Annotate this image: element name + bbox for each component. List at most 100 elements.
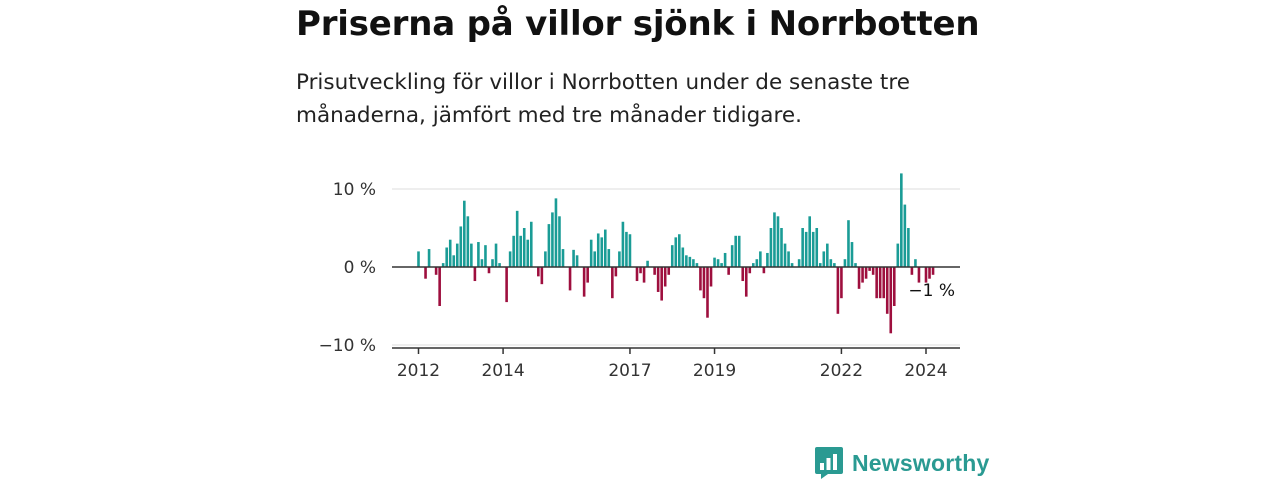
- x-tick-label: 2019: [693, 361, 736, 381]
- bar: [706, 267, 709, 318]
- bar: [678, 234, 681, 267]
- bar: [505, 267, 508, 303]
- bar: [635, 267, 639, 282]
- bar: [480, 259, 484, 267]
- axes: 10 % 0 % −10 % 2012 2014 2017 2019 2022 2024 −1 %: [319, 180, 960, 381]
- bar: [734, 235, 737, 267]
- bar: [554, 198, 558, 267]
- bar: [808, 216, 811, 267]
- bar: [522, 228, 526, 267]
- bar: [685, 255, 688, 267]
- bar: [854, 263, 857, 267]
- bar: [600, 237, 604, 267]
- bar: [737, 235, 741, 267]
- newsworthy-logo-icon: [815, 447, 843, 479]
- y-tick-label: 0 %: [344, 258, 376, 278]
- bar: [537, 267, 540, 277]
- x-tick-label: 2022: [820, 361, 863, 381]
- bar: [544, 251, 547, 267]
- brand-logo[interactable]: Newsworthy: [814, 446, 989, 480]
- bar: [670, 245, 674, 267]
- bar: [477, 242, 480, 267]
- bar: [829, 259, 833, 267]
- brand-name: Newsworthy: [852, 449, 990, 476]
- bar: [473, 267, 477, 282]
- bar: [625, 231, 628, 267]
- bar: [586, 267, 589, 283]
- bar: [759, 251, 762, 267]
- bar: [878, 267, 882, 299]
- y-tick-label: −10 %: [319, 336, 376, 356]
- bar: [487, 267, 491, 274]
- bar-chart: 10 % 0 % −10 % 2012 2014 2017 2019 2022 2024 −1 %: [319, 173, 960, 381]
- bar: [790, 263, 794, 267]
- bar: [508, 251, 512, 267]
- bar: [438, 267, 441, 306]
- bar: [720, 263, 723, 267]
- bar: [723, 252, 727, 267]
- bar: [924, 267, 928, 283]
- bar: [818, 263, 822, 267]
- bar: [780, 228, 783, 267]
- bar: [607, 249, 611, 267]
- bar: [572, 249, 575, 267]
- bar: [811, 231, 815, 267]
- bar: [515, 210, 519, 267]
- bar: [716, 259, 720, 267]
- bar: [702, 267, 706, 299]
- bar: [463, 200, 466, 267]
- bar: [484, 245, 487, 267]
- bar: [663, 267, 667, 287]
- y-tick-label: 10 %: [333, 180, 376, 200]
- bar: [540, 267, 544, 285]
- bar: [787, 251, 790, 267]
- bar: [752, 263, 755, 267]
- chart-title: Priserna på villor sjönk i Norrbotten: [296, 4, 980, 44]
- bar: [871, 267, 875, 275]
- bar: [900, 173, 903, 267]
- bar: [547, 224, 551, 267]
- bars: [417, 173, 935, 334]
- bar: [628, 234, 632, 267]
- x-tick-label: 2017: [608, 361, 651, 381]
- bar: [491, 259, 494, 267]
- bar: [498, 263, 501, 267]
- bar: [833, 263, 836, 267]
- bar: [558, 216, 561, 267]
- bar: [843, 259, 847, 267]
- bar: [762, 267, 766, 274]
- bar: [892, 267, 896, 306]
- bar: [822, 251, 826, 267]
- bar: [445, 247, 448, 267]
- bar: [526, 239, 530, 267]
- grid-lines: [392, 188, 960, 346]
- bar: [452, 255, 456, 267]
- bar: [801, 228, 804, 267]
- bar: [896, 243, 900, 267]
- bar: [797, 259, 801, 267]
- bar: [466, 216, 470, 267]
- bar: [681, 247, 685, 267]
- chart-subtitle: Prisutveckling för villor i Norrbotten u…: [296, 70, 910, 128]
- bar: [730, 245, 734, 267]
- bar: [741, 267, 745, 282]
- bar: [561, 249, 565, 267]
- bar: [653, 267, 656, 275]
- bar: [699, 267, 702, 291]
- bar: [596, 233, 600, 267]
- bar: [826, 243, 829, 267]
- bar: [593, 251, 597, 267]
- bar: [836, 267, 840, 314]
- bar: [840, 267, 843, 299]
- bar: [582, 267, 586, 297]
- bar: [656, 267, 660, 292]
- bar: [695, 263, 699, 267]
- bar: [804, 231, 808, 267]
- bar: [875, 267, 878, 299]
- bar: [660, 267, 663, 301]
- bar: [864, 267, 868, 279]
- bar: [910, 267, 914, 275]
- bar: [512, 235, 515, 267]
- bar: [455, 243, 459, 267]
- bar: [621, 221, 625, 267]
